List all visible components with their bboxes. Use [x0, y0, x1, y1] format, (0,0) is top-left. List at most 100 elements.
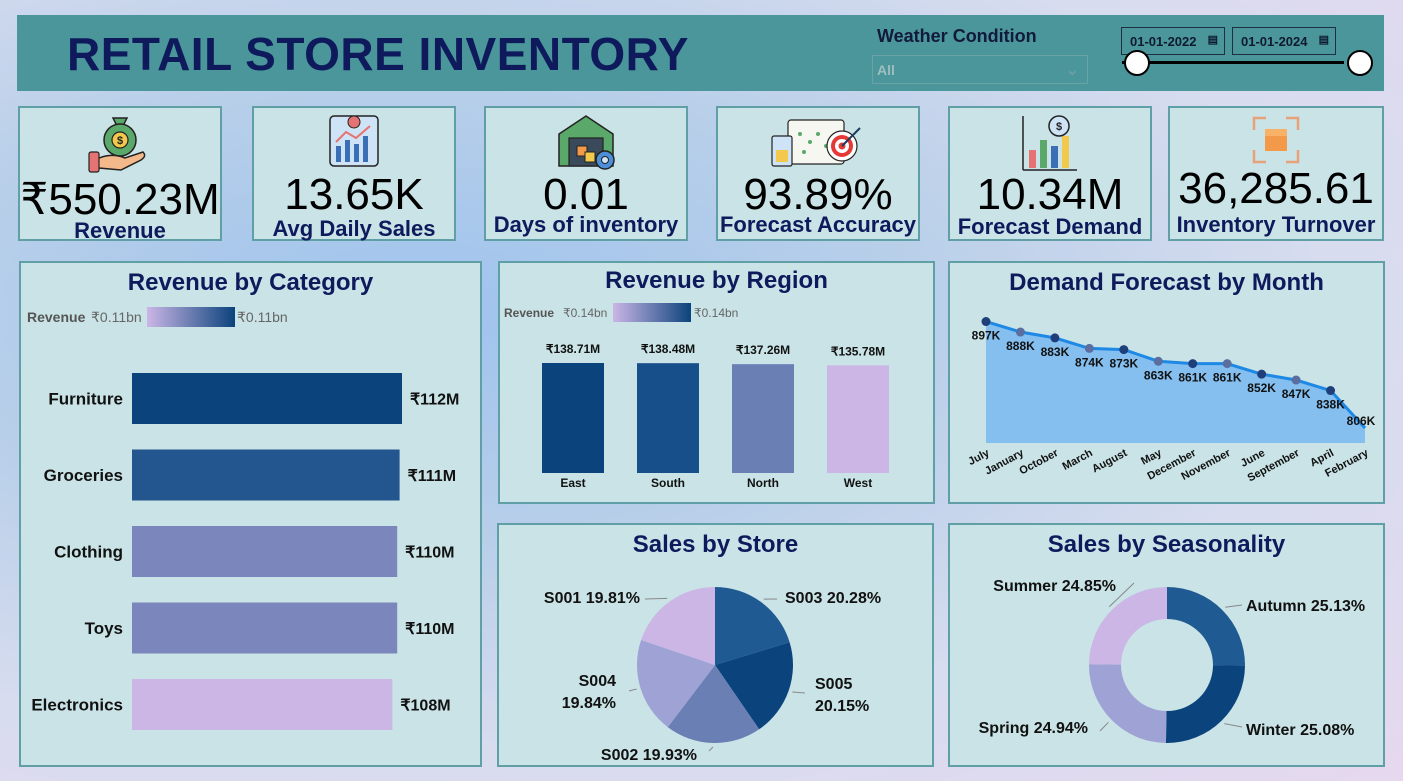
leader-line	[1099, 721, 1109, 732]
bar-east	[542, 363, 604, 473]
sales-by-seasonality-panel: Sales by Seasonality Autumn 25.13% Winter…	[948, 523, 1385, 767]
legend-gradient	[613, 303, 691, 322]
data-label: ₹112M	[410, 392, 459, 409]
end-date-input[interactable]: 01-01-2024 ▤	[1232, 27, 1336, 55]
data-label: Spring 24.94%	[979, 720, 1088, 737]
demand-area	[986, 321, 1365, 443]
month-label: March	[1061, 447, 1095, 473]
chart-title: Sales by Store	[632, 531, 799, 558]
data-label: 19.84%	[562, 695, 616, 712]
bar-electronics	[132, 679, 393, 730]
data-label: Summer 24.85%	[993, 578, 1116, 595]
demand-line	[985, 320, 1367, 429]
category-label: Furniture	[48, 390, 123, 409]
data-label: 863K	[1144, 368, 1173, 382]
bar-south	[637, 363, 699, 473]
category-label: North	[747, 476, 779, 490]
bar-toys	[132, 602, 398, 654]
data-label: 883K	[1041, 345, 1070, 359]
data-label: ₹110M	[405, 545, 454, 562]
weather-filter-dropdown[interactable]: All ⌄	[872, 55, 1088, 84]
demand-point	[1050, 333, 1060, 343]
kpi-value: 93.89%	[743, 170, 893, 219]
leader-line	[644, 597, 668, 600]
month-label: October	[1017, 447, 1061, 478]
data-label: S002 19.93%	[601, 747, 697, 764]
data-label: 861K	[1213, 371, 1242, 385]
data-label: S003 20.28%	[785, 590, 881, 607]
slice-winter	[1165, 665, 1245, 743]
money-bag-hand-icon: $	[88, 117, 146, 173]
kpi-label: Forecast Demand	[957, 214, 1143, 239]
kpi-card-forecast-demand: $ 10.34M Forecast Demand	[948, 106, 1152, 241]
revenue-by-category-panel: Revenue by Category Revenue ₹0.11bn ₹0.1…	[19, 261, 482, 767]
demand-point	[981, 317, 991, 327]
svg-text:$: $	[1056, 121, 1062, 133]
category-label: Toys	[85, 619, 123, 638]
data-label: 874K	[1075, 355, 1104, 369]
demand-point	[1015, 327, 1025, 337]
data-label: ₹138.71M	[546, 342, 600, 356]
leader-line	[1108, 582, 1135, 608]
kpi-label: Avg Daily Sales	[272, 216, 436, 241]
kpi-card-days-of-inventory: 0.01 Days of inventory	[484, 106, 688, 241]
chart-title: Demand Forecast by Month	[1009, 269, 1324, 296]
bar-groceries	[132, 449, 400, 501]
data-label: Autumn 25.13%	[1246, 598, 1365, 615]
demand-forecast-panel: Demand Forecast by Month 897K July 888K Jan…	[948, 261, 1385, 504]
warehouse-gear-icon	[558, 115, 615, 170]
data-label: ₹135.78M	[831, 344, 885, 358]
data-label: ₹110M	[405, 621, 454, 638]
data-label: ₹138.48M	[641, 342, 695, 356]
kpi-value: 10.34M	[976, 170, 1124, 219]
leader-line	[792, 691, 806, 694]
weather-filter-value: All	[877, 62, 895, 78]
magnifier-chart-icon: $	[1022, 115, 1077, 171]
chart-title: Sales by Seasonality	[1047, 531, 1286, 558]
kpi-value: 0.01	[543, 170, 629, 219]
chevron-down-icon: ⌄	[1065, 62, 1079, 79]
legend-min: ₹0.14bn	[563, 306, 607, 320]
start-date-value: 01-01-2022	[1130, 34, 1197, 49]
data-label: S001 19.81%	[544, 590, 640, 607]
demand-point	[1326, 386, 1336, 396]
month-label: August	[1090, 447, 1129, 476]
data-label: 873K	[1109, 357, 1138, 371]
kpi-label: Days of inventory	[493, 212, 679, 237]
data-label: ₹108M	[400, 698, 450, 715]
kpi-label: Forecast Accuracy	[719, 212, 917, 237]
demand-point	[1119, 345, 1129, 355]
data-label: 861K	[1178, 371, 1207, 385]
slice-summer	[1089, 587, 1167, 665]
sales-chart-icon	[329, 115, 379, 167]
category-label: Electronics	[31, 696, 123, 715]
legend-gradient	[147, 307, 235, 327]
kpi-label: Revenue	[74, 218, 166, 243]
kpi-value: 13.65K	[284, 170, 424, 219]
date-range-start-handle[interactable]	[1124, 50, 1150, 76]
demand-point	[1084, 343, 1094, 353]
date-range-slider-track[interactable]	[1122, 61, 1344, 64]
kpi-value: 36,285.61	[1178, 164, 1374, 213]
kpi-card-forecast-accuracy: 93.89% Forecast Accuracy	[716, 106, 920, 241]
category-label: South	[651, 476, 685, 490]
slice-s004	[637, 640, 715, 728]
target-calendar-icon	[771, 119, 861, 167]
demand-point	[1257, 369, 1267, 379]
chart-title: Revenue by Category	[127, 269, 374, 296]
demand-point	[1291, 375, 1301, 385]
slice-s005	[715, 642, 793, 730]
kpi-card-avg-daily-sales: 13.65K Avg Daily Sales	[252, 106, 456, 241]
leader-line	[628, 688, 637, 692]
box-cycle-icon	[1252, 116, 1300, 164]
calendar-icon: ▤	[1207, 34, 1218, 46]
leader-line	[1224, 723, 1243, 728]
data-label: ₹137.26M	[736, 343, 790, 357]
sales-by-store-panel: Sales by Store S003 20.28% S005 20.15% S002…	[497, 523, 934, 767]
legend-label: Revenue	[504, 306, 554, 320]
date-range-end-handle[interactable]	[1347, 50, 1373, 76]
svg-text:$: $	[117, 135, 123, 147]
data-label: 20.15%	[815, 698, 869, 715]
sales-by-seasonality-chart: Autumn 25.13% Winter 25.08% Spring 24.94% S…	[979, 578, 1365, 743]
slice-spring	[1089, 664, 1167, 743]
